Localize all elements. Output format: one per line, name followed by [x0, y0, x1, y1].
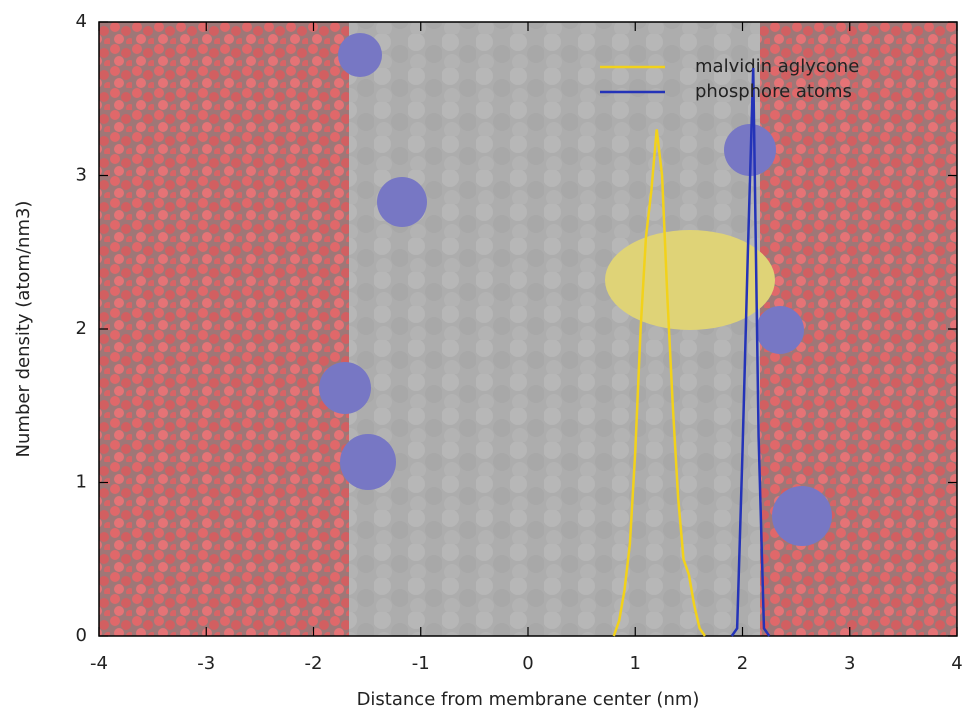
- x-axis-label: Distance from membrane center (nm): [357, 689, 700, 710]
- y-tick-label: 2: [76, 318, 87, 339]
- y-tick-label: 4: [76, 11, 87, 32]
- x-tick-label: -3: [197, 653, 215, 674]
- series-line: [612, 129, 706, 637]
- x-tick-label: 1: [630, 653, 641, 674]
- x-tick-label: -4: [90, 653, 108, 674]
- x-tick-label: 3: [844, 653, 855, 674]
- x-tick-label: 0: [522, 653, 533, 674]
- legend-label: malvidin aglycone: [695, 56, 859, 77]
- y-tick-label: 3: [76, 165, 87, 186]
- x-tick-label: 4: [951, 653, 962, 674]
- background-image: [99, 22, 957, 636]
- y-axis-label: Number density (atom/nm3): [13, 201, 34, 458]
- x-tick-label: -2: [305, 653, 323, 674]
- legend-label: phosphore atoms: [695, 81, 852, 102]
- y-tick-label: 0: [76, 625, 87, 646]
- series-line: [730, 68, 771, 637]
- y-tick-label: 1: [76, 472, 87, 493]
- x-tick-label: -1: [412, 653, 430, 674]
- x-tick-label: 2: [737, 653, 748, 674]
